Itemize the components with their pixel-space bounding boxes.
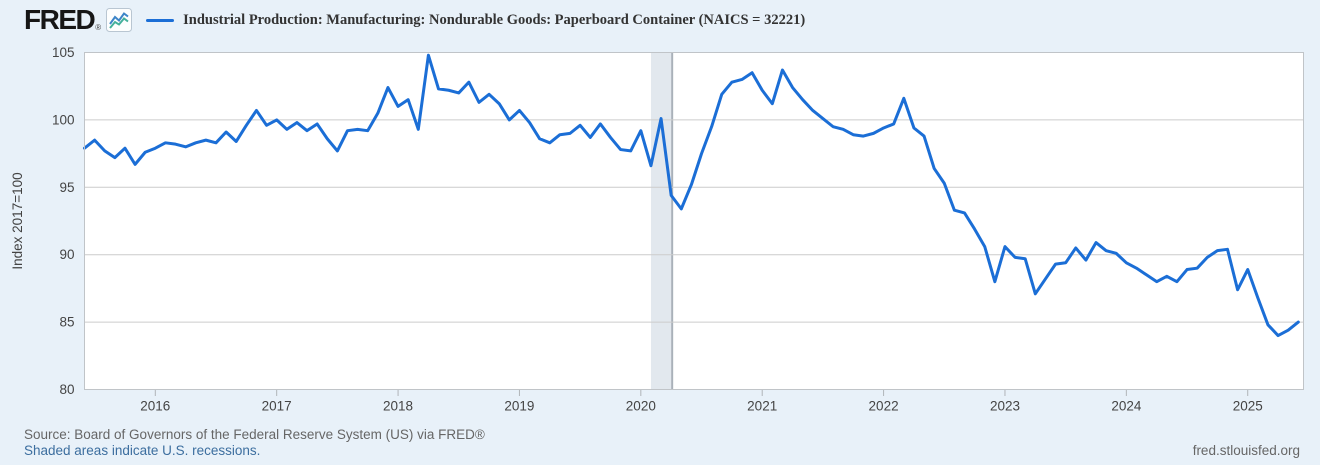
x-tick-label: 2017 bbox=[262, 399, 292, 414]
y-tick-label: 80 bbox=[59, 382, 74, 397]
x-tick-label: 2024 bbox=[1111, 399, 1142, 414]
x-tick-label: 2018 bbox=[383, 399, 413, 414]
chart-title[interactable]: Industrial Production: Manufacturing: No… bbox=[183, 11, 806, 28]
recession-band bbox=[650, 52, 672, 390]
y-tick-label: 105 bbox=[52, 45, 75, 60]
data-line[interactable] bbox=[83, 53, 1300, 338]
x-tick-label: 2025 bbox=[1233, 399, 1263, 414]
y-tick-label: 95 bbox=[59, 180, 74, 195]
fred-site-link[interactable]: fred.stlouisfed.org bbox=[1192, 443, 1300, 458]
chart-plot-area[interactable]: 80 85 90 95 100 105 2016 2017 2018 2019 2020 2021 20… bbox=[0, 0, 1320, 416]
fred-logo-text: FRED bbox=[24, 4, 96, 35]
x-tick-label: 2023 bbox=[990, 399, 1020, 414]
fred-logo[interactable]: FRED ® bbox=[24, 4, 102, 35]
y-tick-label: 90 bbox=[59, 247, 74, 262]
legend-line-swatch[interactable] bbox=[146, 18, 175, 22]
y-tick-label: 85 bbox=[59, 315, 74, 330]
y-axis-title: Index 2017=100 bbox=[10, 172, 25, 269]
x-tick-label: 2020 bbox=[626, 399, 656, 414]
source-text: Source: Board of Governors of the Federa… bbox=[24, 427, 485, 442]
x-tick-label: 2022 bbox=[869, 399, 899, 414]
plot-border bbox=[84, 52, 1304, 390]
plot-background bbox=[84, 52, 1304, 390]
recession-note-link[interactable]: Shaded areas indicate U.S. recessions. bbox=[24, 443, 261, 458]
y-tick-label: 100 bbox=[52, 112, 75, 127]
line-chart-icon bbox=[106, 8, 133, 32]
chart-header: FRED ® Industrial Production: Manufactur… bbox=[24, 6, 805, 34]
x-tick-label: 2021 bbox=[747, 399, 777, 414]
registered-mark: ® bbox=[95, 23, 102, 32]
x-tick-label: 2016 bbox=[140, 399, 170, 414]
x-tick-label: 2019 bbox=[504, 399, 534, 414]
